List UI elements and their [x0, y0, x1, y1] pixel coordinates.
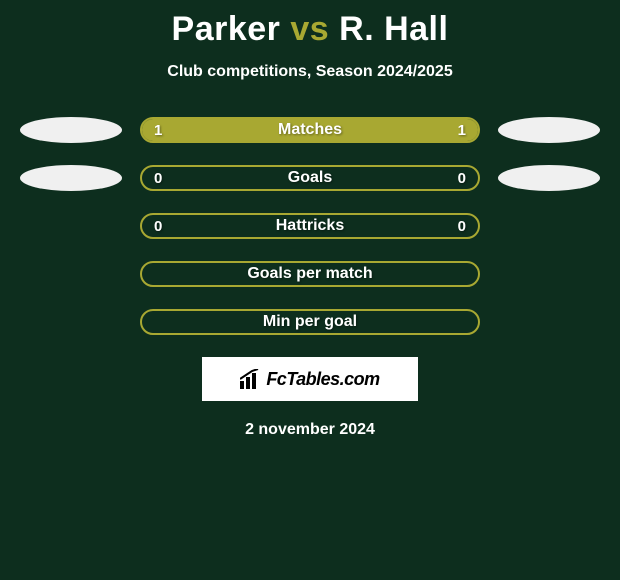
stat-label: Min per goal [142, 311, 478, 333]
player1-avatar [20, 117, 122, 143]
stat-label: Goals per match [142, 263, 478, 285]
player1-avatar [20, 165, 122, 191]
stat-bar: Goals per match [140, 261, 480, 287]
stat-bar: 00Goals [140, 165, 480, 191]
spacer [20, 213, 122, 239]
spacer [20, 261, 122, 287]
stat-row: 11Matches [0, 117, 620, 143]
stat-row: Min per goal [0, 309, 620, 335]
stat-row: 00Hattricks [0, 213, 620, 239]
stat-row: 00Goals [0, 165, 620, 191]
player2-avatar [498, 117, 600, 143]
stat-bar: 00Hattricks [140, 213, 480, 239]
subtitle: Club competitions, Season 2024/2025 [0, 63, 620, 81]
brand-text: FcTables.com [266, 369, 379, 390]
stats-list: 11Matches 00Goals 00Hattricks Goals per mat… [0, 117, 620, 335]
stat-label: Hattricks [142, 215, 478, 237]
stat-row: Goals per match [0, 261, 620, 287]
brand-badge: FcTables.com [202, 357, 418, 401]
vs-separator: vs [290, 10, 329, 48]
player2-name: R. Hall [339, 10, 448, 48]
chart-icon [240, 369, 262, 389]
stat-label: Matches [142, 119, 478, 141]
spacer [498, 213, 600, 239]
comparison-card: Parker vs R. Hall Club competitions, Sea… [0, 0, 620, 580]
player2-avatar [498, 165, 600, 191]
spacer [498, 261, 600, 287]
stat-bar: 11Matches [140, 117, 480, 143]
spacer [20, 309, 122, 335]
stat-bar: Min per goal [140, 309, 480, 335]
date-text: 2 november 2024 [0, 421, 620, 439]
stat-label: Goals [142, 167, 478, 189]
player1-name: Parker [172, 10, 281, 48]
spacer [498, 309, 600, 335]
page-title: Parker vs R. Hall [0, 0, 620, 49]
